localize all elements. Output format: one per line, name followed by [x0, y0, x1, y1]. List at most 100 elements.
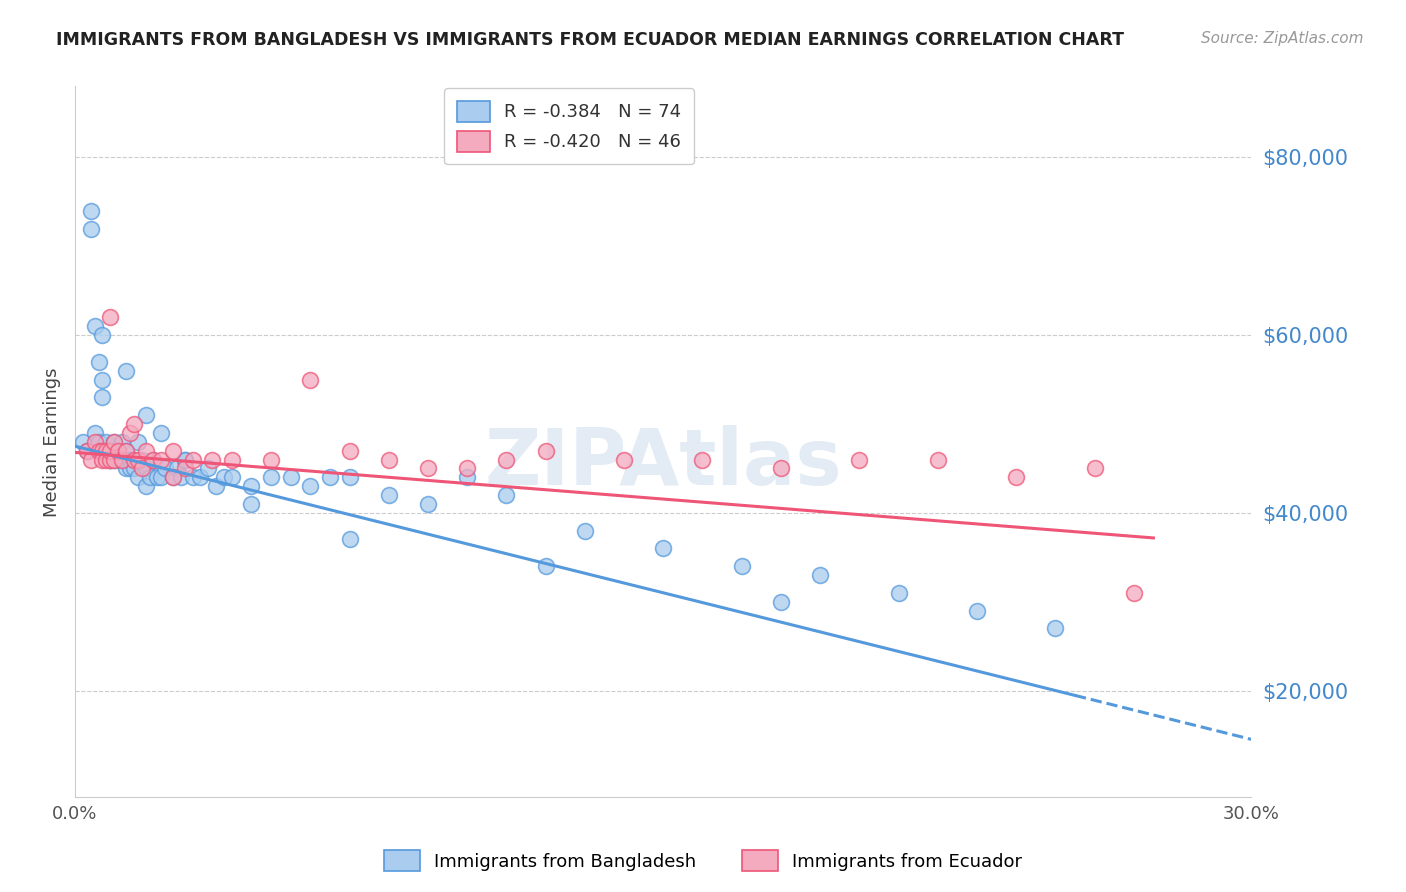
- Point: [96, 443, 118, 458]
- Point: [122, 452, 145, 467]
- Point: [76, 443, 98, 458]
- Point: [135, 443, 157, 458]
- Point: [339, 533, 361, 547]
- Point: [103, 452, 125, 467]
- Point: [98, 443, 121, 458]
- Text: ZIPAtlas: ZIPAtlas: [485, 425, 842, 501]
- Point: [115, 443, 138, 458]
- Point: [115, 461, 138, 475]
- Point: [377, 452, 399, 467]
- Point: [166, 461, 188, 475]
- Point: [115, 364, 138, 378]
- Point: [107, 443, 129, 458]
- Point: [135, 408, 157, 422]
- Point: [534, 559, 557, 574]
- Point: [212, 470, 235, 484]
- Point: [150, 452, 173, 467]
- Point: [173, 452, 195, 467]
- Point: [966, 603, 988, 617]
- Point: [150, 425, 173, 440]
- Point: [103, 443, 125, 458]
- Point: [87, 355, 110, 369]
- Point: [122, 452, 145, 467]
- Point: [534, 443, 557, 458]
- Point: [1084, 461, 1107, 475]
- Point: [456, 461, 478, 475]
- Point: [456, 470, 478, 484]
- Point: [103, 452, 125, 467]
- Point: [96, 452, 118, 467]
- Point: [103, 434, 125, 449]
- Point: [495, 452, 517, 467]
- Point: [927, 452, 949, 467]
- Point: [122, 417, 145, 431]
- Point: [118, 452, 141, 467]
- Point: [80, 221, 103, 235]
- Point: [98, 452, 121, 467]
- Point: [848, 452, 870, 467]
- Point: [170, 470, 193, 484]
- Point: [197, 461, 219, 475]
- Point: [162, 470, 184, 484]
- Point: [299, 373, 322, 387]
- Point: [80, 203, 103, 218]
- Text: IMMIGRANTS FROM BANGLADESH VS IMMIGRANTS FROM ECUADOR MEDIAN EARNINGS CORRELATIO: IMMIGRANTS FROM BANGLADESH VS IMMIGRANTS…: [56, 31, 1125, 49]
- Point: [107, 452, 129, 467]
- Point: [377, 488, 399, 502]
- Point: [91, 328, 114, 343]
- Point: [613, 452, 636, 467]
- Point: [87, 434, 110, 449]
- Point: [240, 497, 263, 511]
- Point: [111, 452, 134, 467]
- Point: [150, 470, 173, 484]
- Point: [769, 595, 792, 609]
- Point: [887, 586, 910, 600]
- Point: [118, 425, 141, 440]
- Point: [127, 434, 149, 449]
- Point: [205, 479, 228, 493]
- Point: [574, 524, 596, 538]
- Point: [91, 443, 114, 458]
- Point: [769, 461, 792, 475]
- Point: [181, 470, 204, 484]
- Point: [162, 443, 184, 458]
- Point: [142, 452, 165, 467]
- Point: [111, 452, 134, 467]
- Point: [173, 452, 195, 467]
- Point: [107, 443, 129, 458]
- Legend: R = -0.384   N = 74, R = -0.420   N = 46: R = -0.384 N = 74, R = -0.420 N = 46: [444, 88, 693, 164]
- Point: [652, 541, 675, 556]
- Point: [319, 470, 342, 484]
- Point: [91, 443, 114, 458]
- Point: [96, 434, 118, 449]
- Point: [1005, 470, 1028, 484]
- Point: [115, 443, 138, 458]
- Point: [260, 452, 283, 467]
- Point: [96, 443, 118, 458]
- Point: [181, 452, 204, 467]
- Point: [280, 470, 302, 484]
- Point: [240, 479, 263, 493]
- Point: [98, 310, 121, 325]
- Point: [103, 434, 125, 449]
- Point: [127, 470, 149, 484]
- Point: [91, 452, 114, 467]
- Point: [221, 452, 243, 467]
- Point: [111, 434, 134, 449]
- Point: [83, 425, 105, 440]
- Point: [1045, 621, 1067, 635]
- Point: [162, 470, 184, 484]
- Text: Source: ZipAtlas.com: Source: ZipAtlas.com: [1201, 31, 1364, 46]
- Point: [260, 470, 283, 484]
- Point: [692, 452, 714, 467]
- Point: [98, 452, 121, 467]
- Point: [118, 461, 141, 475]
- Point: [416, 461, 439, 475]
- Point: [201, 452, 224, 467]
- Point: [1122, 586, 1144, 600]
- Point: [808, 568, 831, 582]
- Point: [122, 461, 145, 475]
- Point: [730, 559, 752, 574]
- Point: [138, 470, 160, 484]
- Point: [135, 479, 157, 493]
